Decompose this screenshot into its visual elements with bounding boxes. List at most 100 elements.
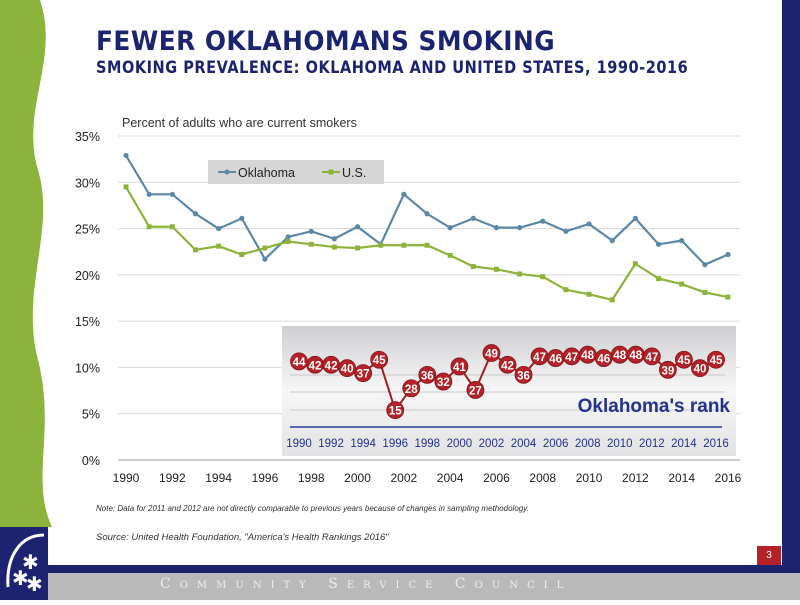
oklahoma-point — [493, 225, 500, 231]
oklahoma-point — [331, 236, 337, 242]
rank-marker — [402, 379, 421, 398]
us-point — [540, 274, 546, 280]
us-point — [517, 271, 523, 277]
x-tick-label: 2004 — [437, 471, 464, 485]
x-tick-label: 2012 — [622, 471, 649, 485]
x-tick-label: 1998 — [298, 471, 325, 485]
rank-label: 28 — [405, 384, 418, 396]
oklahoma-point — [655, 241, 662, 247]
x-tick-label: 2002 — [390, 471, 417, 485]
right-navy-strip — [782, 0, 800, 572]
us-point — [262, 245, 268, 251]
y-tick-label: 10% — [75, 361, 100, 375]
oklahoma-point — [586, 221, 592, 227]
legend: Oklahoma U.S. — [208, 160, 384, 184]
us-point — [355, 245, 361, 251]
us-point — [586, 291, 592, 297]
rank-label: 46 — [597, 354, 610, 366]
us-point — [378, 242, 384, 248]
x-tick-label: 2006 — [483, 471, 510, 485]
oklahoma-point — [285, 234, 291, 240]
rank-marker — [658, 360, 677, 379]
source-note: Source: United Health Foundation, "Ameri… — [96, 532, 389, 543]
x-tick-label: 1992 — [159, 471, 186, 485]
oklahoma-point — [725, 251, 731, 258]
rank-marker — [434, 372, 453, 391]
rank-marker — [354, 364, 373, 383]
rank-marker — [418, 365, 437, 384]
rank-marker — [450, 357, 469, 376]
rank-marker — [466, 381, 485, 399]
x-tick-label: 1996 — [252, 471, 279, 485]
rank-label: 15 — [389, 406, 402, 418]
rank-inset: Oklahoma's rank 1990 1992 1994 1996 1998 2000… — [282, 326, 736, 456]
rank-label: 39 — [661, 365, 674, 377]
us-point — [447, 252, 453, 258]
us-point — [239, 251, 245, 257]
rank-label: 45 — [710, 355, 723, 367]
rank-label: 47 — [533, 352, 546, 364]
rank-label: 37 — [357, 369, 370, 381]
oklahoma-point — [609, 238, 615, 244]
us-point — [470, 264, 476, 270]
us-point — [702, 289, 708, 295]
oklahoma-point — [239, 215, 245, 221]
us-point — [192, 247, 198, 253]
legend-us: U.S. — [342, 166, 366, 180]
rank-label: 45 — [373, 355, 386, 367]
rank-x-tick-label: 2008 — [575, 438, 601, 450]
rank-label: 46 — [549, 354, 562, 366]
us-point — [679, 281, 685, 287]
rank-label: 42 — [309, 360, 322, 372]
rank-label: 47 — [645, 352, 658, 364]
csc-logo: ✱ ✱ ✱ — [0, 527, 48, 600]
x-tick-label: 2010 — [576, 471, 603, 485]
footnote: Note: Data for 2011 and 2012 are not dir… — [96, 504, 529, 513]
y-tick-label: 25% — [75, 223, 100, 237]
x-tick-label: 2000 — [344, 471, 371, 485]
y-tick-label: 20% — [75, 269, 100, 283]
rank-label: 40 — [341, 364, 354, 376]
oklahoma-point — [563, 228, 569, 234]
rank-x-tick-label: 2002 — [479, 438, 505, 450]
rank-marker — [498, 355, 517, 374]
x-tick-label: 1994 — [205, 471, 232, 485]
footer-navy-band — [0, 565, 800, 573]
us-point — [424, 242, 430, 248]
y-tick-label: 30% — [75, 176, 100, 190]
chart-title: Percent of adults who are current smoker… — [122, 116, 357, 130]
y-tick-label: 35% — [75, 130, 100, 144]
y-tick-label: 15% — [75, 315, 100, 329]
rank-x-tick-label: 2006 — [543, 438, 569, 450]
rank-marker — [707, 350, 725, 369]
rank-marker — [386, 401, 405, 420]
rank-label: 36 — [517, 370, 530, 382]
slide-subtitle: SMOKING PREVALENCE: OKLAHOMA AND UNITED … — [96, 58, 689, 77]
rank-x-tick-label: 2010 — [607, 438, 633, 450]
svg-text:✱: ✱ — [26, 574, 43, 596]
us-point — [216, 243, 222, 249]
rank-label: 32 — [437, 377, 450, 389]
svg-text:✱: ✱ — [22, 552, 39, 574]
rank-label: 45 — [678, 355, 691, 367]
x-tick-label: 2016 — [715, 471, 742, 485]
y-tick-label: 0% — [82, 454, 100, 468]
us-point — [609, 297, 615, 303]
oklahoma-point — [354, 224, 361, 230]
us-point — [632, 261, 638, 267]
us-point — [656, 276, 662, 282]
oklahoma-point — [216, 225, 222, 232]
rank-label: 27 — [469, 385, 482, 397]
slide-title: FEWER OKLAHOMANS SMOKING — [96, 26, 556, 57]
rank-x-tick-label: 1994 — [350, 438, 376, 450]
rank-label: 48 — [613, 350, 626, 362]
oklahoma-point — [424, 211, 430, 217]
rank-marker — [642, 347, 661, 366]
rank-label: 36 — [421, 370, 434, 382]
rank-marker — [370, 350, 389, 369]
rank-x-tick-label: 2012 — [639, 438, 665, 450]
rank-x-tick-label: 2000 — [447, 438, 473, 450]
rank-x-tick-label: 1990 — [286, 438, 312, 450]
legend-oklahoma: Oklahoma — [238, 166, 295, 180]
